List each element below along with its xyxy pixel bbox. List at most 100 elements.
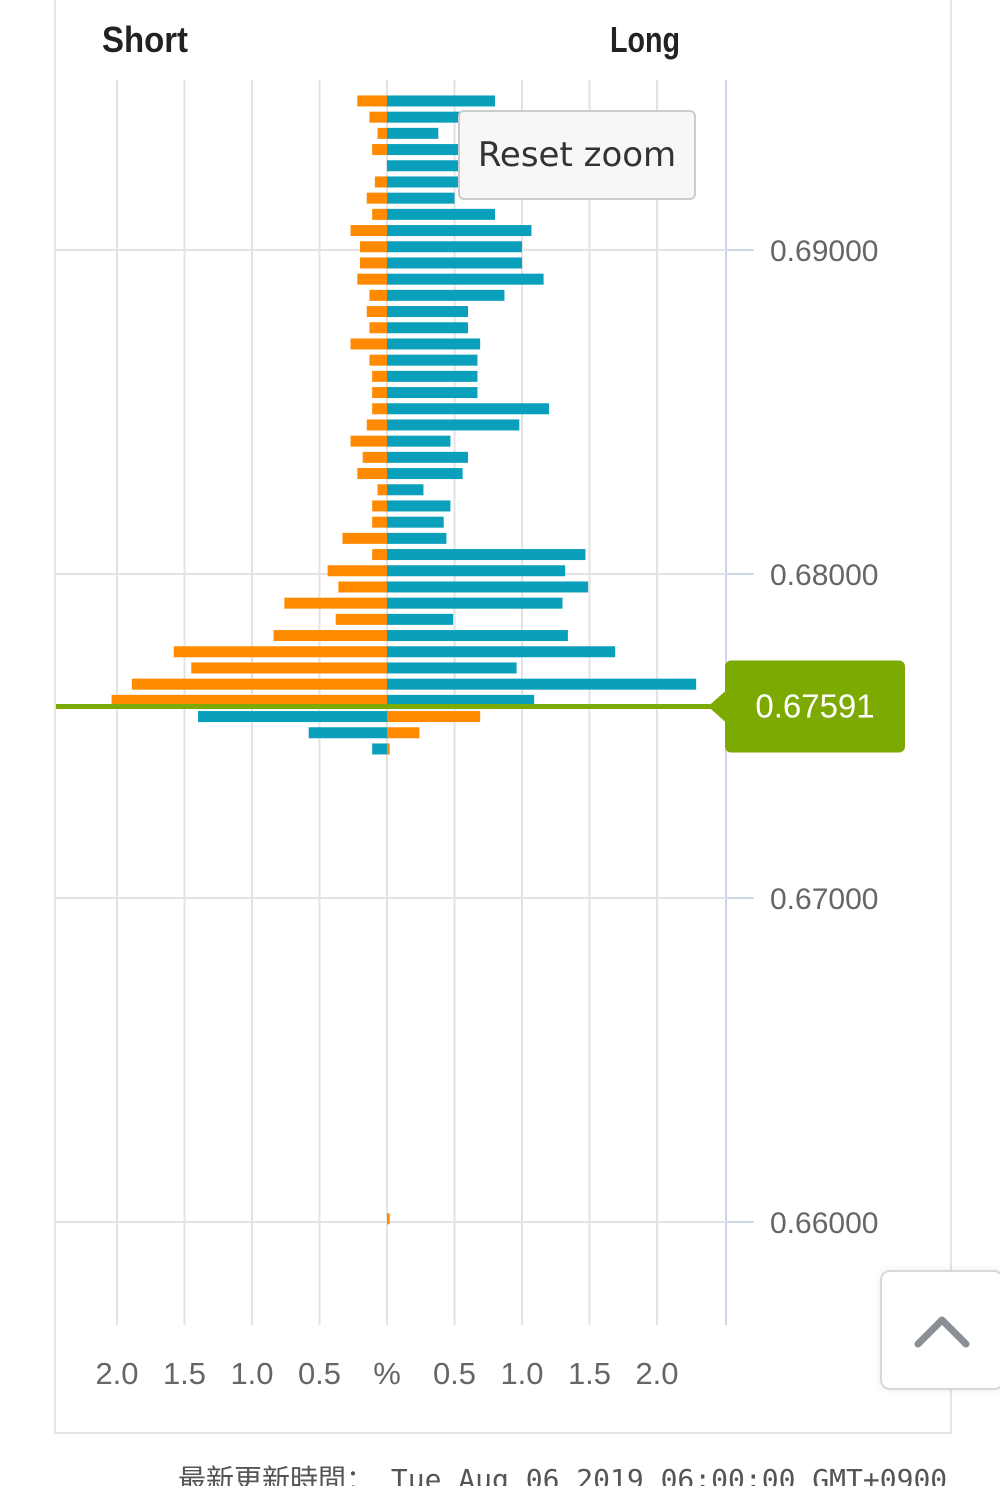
- long-bar: [387, 468, 463, 480]
- long-bar: [387, 419, 520, 431]
- long-bar: [387, 354, 478, 366]
- x-tick-label: 2.0: [95, 1356, 138, 1391]
- long-bar: [387, 532, 447, 544]
- short-bar: [335, 613, 387, 625]
- long-bar: [387, 1213, 390, 1225]
- short-bar: [372, 743, 387, 755]
- long-bar: [387, 435, 451, 447]
- short-bar: [377, 127, 387, 139]
- y-tick-label: 0.69000: [770, 235, 878, 268]
- x-tick-label: 2.0: [635, 1356, 678, 1391]
- current-price-label: 0.67591: [755, 688, 874, 725]
- long-bar: [387, 484, 424, 496]
- short-bar: [369, 111, 387, 123]
- short-bar: [372, 549, 387, 561]
- short-bar: [342, 532, 387, 544]
- short-bar: [369, 289, 387, 301]
- current-price-pointer: [708, 690, 726, 723]
- short-bar: [327, 565, 387, 577]
- bars-group: [111, 95, 697, 1225]
- long-bar: [387, 581, 589, 593]
- short-bar: [308, 727, 387, 739]
- short-bar: [350, 435, 387, 447]
- short-bar: [338, 581, 387, 593]
- short-label: Short: [102, 19, 188, 60]
- long-bar: [387, 743, 390, 755]
- short-bar: [372, 516, 387, 528]
- long-bar: [387, 694, 535, 706]
- short-bar: [357, 273, 387, 285]
- short-bar: [362, 451, 387, 463]
- long-bar: [387, 597, 563, 609]
- long-bar: [387, 370, 478, 382]
- last-updated-text: 最新更新時間： Tue Aug 06 2019 06:00:00 GMT+090…: [178, 1463, 948, 1486]
- back-to-top-button[interactable]: [880, 1270, 1000, 1390]
- short-bar: [273, 630, 387, 642]
- long-bar: [387, 662, 517, 674]
- long-bar: [387, 500, 451, 512]
- short-bar: [366, 192, 387, 204]
- x-axis: 2.0 1.5 1.0 0.5% 0.5 1.0 1.5 2.0: [95, 1356, 678, 1391]
- short-bar: [372, 403, 387, 415]
- short-bar: [372, 387, 387, 399]
- short-bar: [198, 711, 387, 723]
- long-bar: [387, 225, 532, 237]
- long-bar: [387, 95, 495, 107]
- long-bar: [387, 630, 568, 642]
- long-bar: [387, 176, 462, 188]
- current-price-tag: [725, 660, 905, 753]
- long-bar: [387, 451, 468, 463]
- short-bar: [377, 484, 387, 496]
- short-bar: [372, 370, 387, 382]
- long-bar: [387, 127, 439, 139]
- short-bar: [360, 241, 387, 253]
- long-bar: [387, 289, 505, 301]
- short-bar: [372, 500, 387, 512]
- short-bar: [372, 144, 387, 156]
- short-bar: [350, 338, 387, 350]
- long-bar: [387, 322, 468, 334]
- long-bar: [387, 241, 522, 253]
- y-axis: 0.69000 0.68000 0.67000 0.66000: [770, 235, 878, 1240]
- long-bar: [387, 192, 455, 204]
- short-bar: [173, 646, 387, 658]
- short-bar: [366, 419, 387, 431]
- y-tick-label: 0.68000: [770, 559, 878, 592]
- chart-frame: [54, 0, 952, 1434]
- long-bar: [387, 711, 481, 723]
- long-bar: [387, 516, 444, 528]
- short-bar: [191, 662, 387, 674]
- long-label: Long: [610, 19, 680, 60]
- x-tick-label: 0.5: [298, 1356, 341, 1391]
- x-tick-label: %: [373, 1356, 401, 1391]
- short-bar: [111, 694, 387, 706]
- long-bar: [387, 144, 462, 156]
- short-bar: [374, 176, 387, 188]
- y-tick-label: 0.66000: [770, 1207, 878, 1240]
- y-tick-label: 0.67000: [770, 883, 878, 916]
- short-bar: [284, 597, 387, 609]
- long-bar: [387, 160, 462, 172]
- long-bar: [387, 387, 478, 399]
- x-tick-label: 1.5: [568, 1356, 611, 1391]
- long-bar: [387, 646, 616, 658]
- reset-zoom-button[interactable]: Reset zoom: [458, 110, 696, 200]
- long-bar: [387, 208, 495, 220]
- short-bar: [366, 306, 387, 318]
- short-bar: [369, 354, 387, 366]
- short-bar: [357, 468, 387, 480]
- x-tick-label: 1.0: [500, 1356, 543, 1391]
- long-bar: [387, 565, 566, 577]
- short-bar: [372, 208, 387, 220]
- short-bar: [350, 225, 387, 237]
- long-bar: [387, 403, 549, 415]
- short-bar: [369, 322, 387, 334]
- long-bar: [387, 613, 454, 625]
- chevron-up-icon: [914, 1316, 970, 1348]
- long-bar: [387, 338, 481, 350]
- long-bar: [387, 549, 586, 561]
- long-bar: [387, 727, 420, 739]
- current-price-marker: 0.67591: [56, 660, 905, 753]
- long-bar: [387, 678, 697, 690]
